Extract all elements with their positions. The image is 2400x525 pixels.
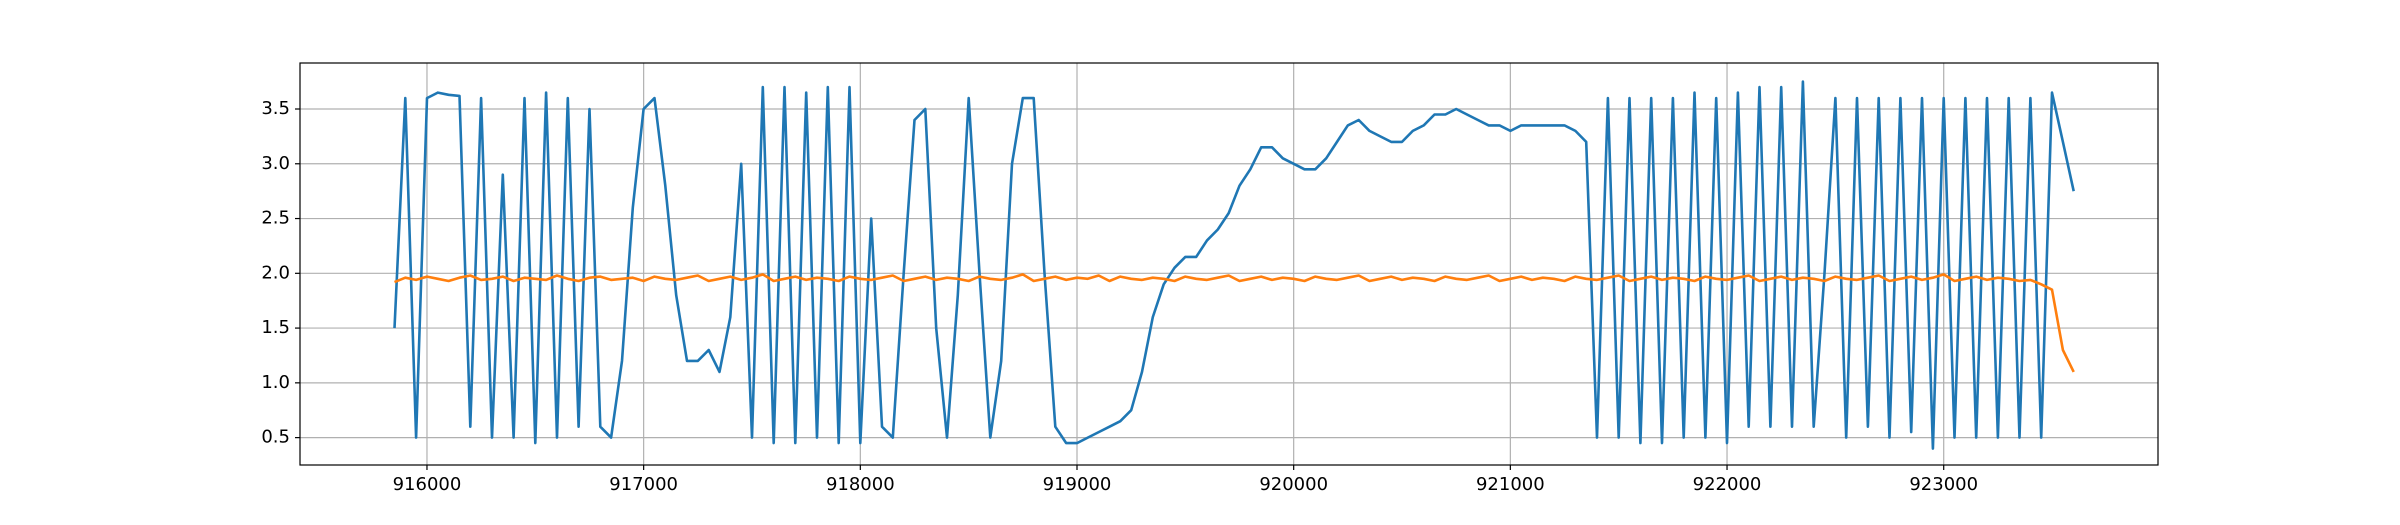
x-tick-label: 916000 [393,474,462,495]
y-tick-label: 0.5 [261,427,290,448]
x-tick-label: 917000 [609,474,678,495]
series-line [393,80,2075,450]
x-tick-label: 918000 [826,474,895,495]
x-tick-label: 922000 [1693,474,1762,495]
x-tick-label: 923000 [1909,474,1978,495]
y-tick-label: 1.5 [261,317,290,338]
y-tick-label: 3.0 [261,153,290,174]
x-tick-label: 921000 [1476,474,1545,495]
plot-frame [299,62,2159,466]
y-tick-label: 1.0 [261,372,290,393]
y-tick-label: 3.5 [261,98,290,119]
series-line [394,273,2075,373]
y-tick-label: 2.5 [261,208,290,229]
x-tick-label: 919000 [1043,474,1112,495]
y-tick-label: 2.0 [261,262,290,283]
x-tick-label: 920000 [1259,474,1328,495]
